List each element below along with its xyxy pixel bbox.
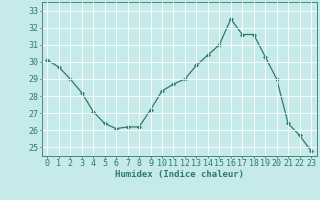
X-axis label: Humidex (Indice chaleur): Humidex (Indice chaleur) <box>115 170 244 179</box>
